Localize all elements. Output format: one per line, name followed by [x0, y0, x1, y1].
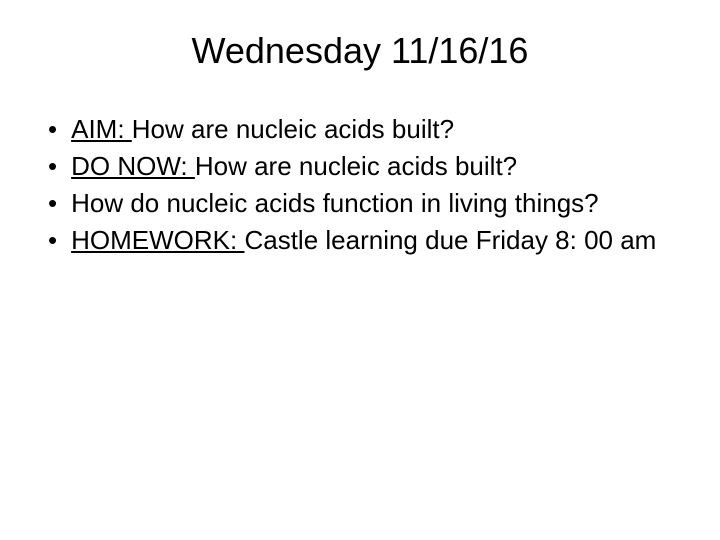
bullet-label: DO NOW:: [71, 151, 195, 181]
bullet-body: Castle learning due Friday 8: 00 am: [244, 225, 656, 255]
bullet-label: AIM:: [71, 114, 132, 144]
bullet-item: • DO NOW: How are nucleic acids built?: [48, 149, 690, 184]
bullet-body: How are nucleic acids built?: [132, 114, 454, 144]
slide-content: • AIM: How are nucleic acids built? • DO…: [30, 112, 690, 258]
bullet-item: • HOMEWORK: Castle learning due Friday 8…: [48, 223, 690, 258]
bullet-marker: •: [48, 112, 57, 147]
bullet-item: • How do nucleic acids function in livin…: [48, 186, 690, 221]
bullet-text: HOMEWORK: Castle learning due Friday 8: …: [71, 223, 690, 258]
bullet-text: DO NOW: How are nucleic acids built?: [71, 149, 690, 184]
bullet-text: AIM: How are nucleic acids built?: [71, 112, 690, 147]
slide-title: Wednesday 11/16/16: [30, 30, 690, 72]
bullet-label: HOMEWORK:: [71, 225, 244, 255]
bullet-marker: •: [48, 186, 57, 221]
bullet-marker: •: [48, 223, 57, 258]
bullet-body: How are nucleic acids built?: [195, 151, 517, 181]
bullet-item: • AIM: How are nucleic acids built?: [48, 112, 690, 147]
bullet-text: How do nucleic acids function in living …: [71, 186, 690, 221]
bullet-marker: •: [48, 149, 57, 184]
bullet-body: How do nucleic acids function in living …: [71, 188, 599, 218]
